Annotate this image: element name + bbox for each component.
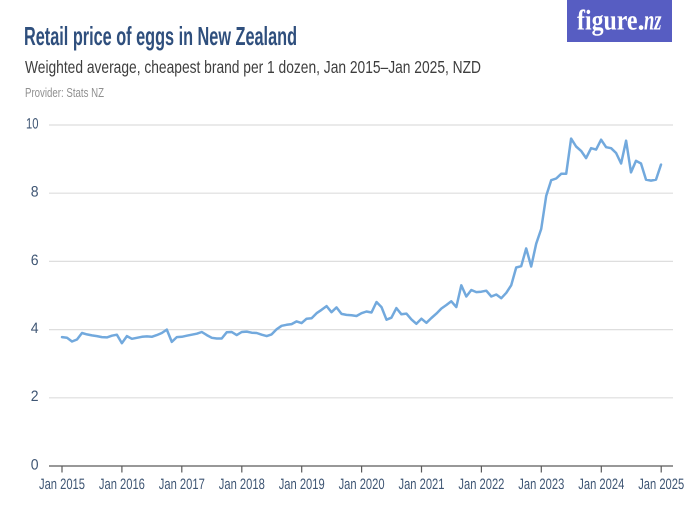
svg-text:Jan 2019: Jan 2019 <box>279 476 325 493</box>
svg-text:8: 8 <box>31 184 39 201</box>
svg-text:0: 0 <box>31 456 39 473</box>
svg-text:Jan 2021: Jan 2021 <box>399 476 445 493</box>
svg-text:Jan 2016: Jan 2016 <box>99 476 145 493</box>
svg-text:nz: nz <box>644 6 662 37</box>
svg-text:Jan 2022: Jan 2022 <box>458 476 504 493</box>
svg-text:Jan 2025: Jan 2025 <box>638 476 684 493</box>
svg-text:.: . <box>638 6 645 37</box>
svg-text:Jan 2024: Jan 2024 <box>578 476 624 493</box>
svg-text:Jan 2023: Jan 2023 <box>518 476 564 493</box>
svg-text:Jan 2018: Jan 2018 <box>219 476 265 493</box>
svg-text:2: 2 <box>31 388 39 405</box>
svg-text:Jan 2020: Jan 2020 <box>339 476 385 493</box>
svg-text:Jan 2015: Jan 2015 <box>39 476 85 493</box>
svg-text:figure: figure <box>577 6 638 37</box>
svg-text:4: 4 <box>31 320 39 337</box>
svg-text:6: 6 <box>31 252 39 269</box>
svg-text:Jan 2017: Jan 2017 <box>159 476 205 493</box>
svg-text:10: 10 <box>26 115 39 132</box>
